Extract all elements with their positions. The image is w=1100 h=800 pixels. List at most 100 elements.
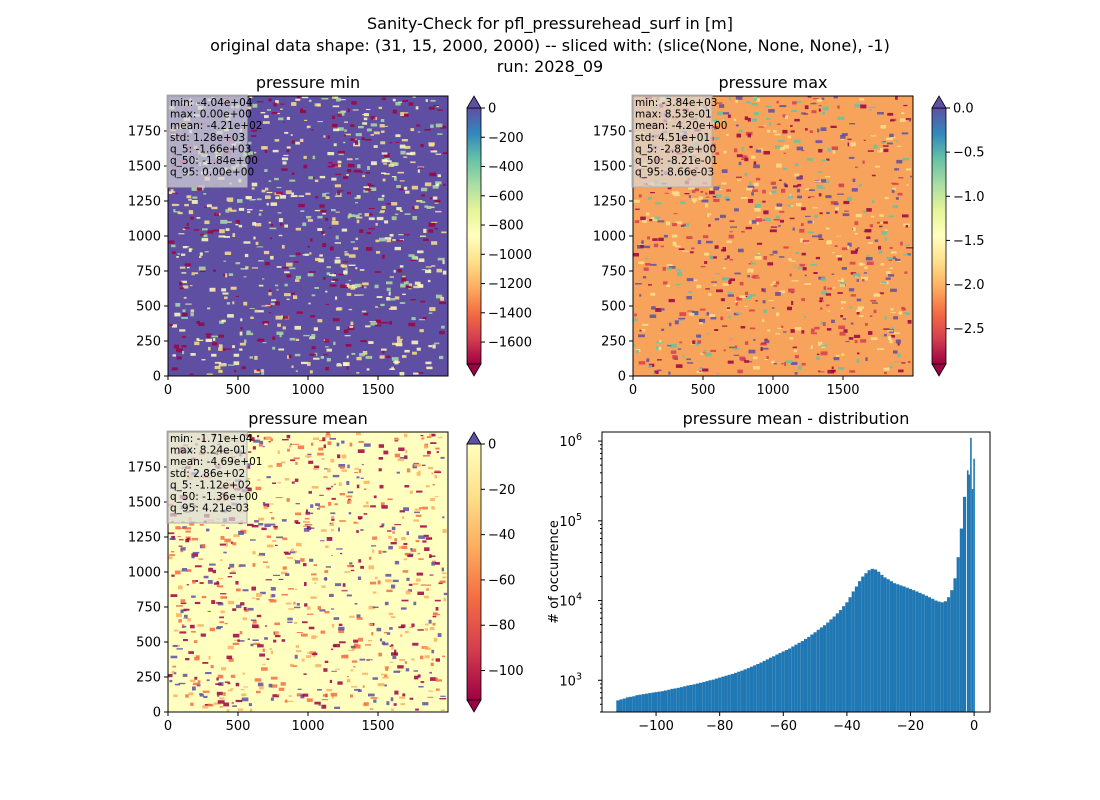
heatmap-cell bbox=[257, 682, 264, 687]
heatmap-cell bbox=[895, 140, 899, 142]
heatmap-cell bbox=[425, 361, 432, 365]
heatmap-cell bbox=[356, 372, 360, 374]
histogram-bar bbox=[641, 694, 645, 712]
heatmap-cell bbox=[887, 142, 893, 145]
heatmap-cell bbox=[803, 316, 806, 318]
heatmap-cell bbox=[746, 187, 753, 191]
heatmap-cell bbox=[849, 306, 853, 309]
heatmap-cell bbox=[717, 111, 723, 116]
histogram-bar bbox=[880, 574, 884, 712]
heatmap-cell bbox=[714, 119, 719, 123]
heatmap-cell bbox=[307, 219, 313, 222]
heatmap-cell bbox=[764, 358, 769, 360]
histogram-bar bbox=[616, 700, 620, 712]
heatmap-cell bbox=[334, 164, 342, 168]
heatmap-cell bbox=[331, 209, 336, 212]
y-tick-label: 500 bbox=[136, 636, 161, 651]
heatmap-cell bbox=[825, 304, 830, 307]
heatmap-cell bbox=[236, 588, 241, 592]
heatmap-cell bbox=[185, 530, 191, 533]
heatmap-cell bbox=[233, 534, 240, 538]
heatmap-cell bbox=[360, 294, 364, 296]
heatmap-cell bbox=[348, 264, 356, 266]
heatmap-cell bbox=[733, 118, 737, 121]
heatmap-cell bbox=[381, 152, 388, 155]
heatmap-cell bbox=[248, 703, 252, 707]
heatmap-cell bbox=[252, 563, 256, 567]
heatmap-cell bbox=[810, 345, 813, 349]
heatmap-cell bbox=[373, 699, 377, 703]
heatmap-cell bbox=[886, 271, 891, 275]
heatmap-cell bbox=[404, 145, 411, 149]
heatmap-cell bbox=[368, 228, 375, 230]
heatmap-cell bbox=[337, 454, 341, 459]
heatmap-cell bbox=[707, 333, 710, 335]
histogram-bar bbox=[921, 594, 925, 712]
heatmap-cell bbox=[790, 109, 798, 112]
heatmap-cell bbox=[275, 196, 279, 200]
heatmap-cell bbox=[801, 252, 806, 256]
heatmap-cell bbox=[391, 366, 394, 370]
heatmap-cell bbox=[339, 493, 345, 496]
heatmap-cell bbox=[389, 321, 392, 325]
stat-line: q_50: -1.36e+00 bbox=[170, 491, 258, 503]
heatmap-cell bbox=[332, 105, 340, 108]
heatmap-cell bbox=[219, 621, 224, 624]
heatmap-cell bbox=[254, 309, 258, 313]
heatmap-cell bbox=[686, 296, 692, 300]
heatmap-cell bbox=[196, 338, 200, 341]
heatmap-cell bbox=[262, 321, 269, 325]
heatmap-cell bbox=[887, 336, 892, 340]
heatmap-cell bbox=[330, 692, 338, 697]
heatmap-cell bbox=[679, 341, 683, 344]
heatmap-cell bbox=[386, 297, 391, 301]
heatmap-cell bbox=[194, 565, 202, 568]
heatmap-cell bbox=[386, 239, 391, 243]
heatmap-cell bbox=[183, 227, 190, 229]
heatmap-cell bbox=[880, 263, 885, 266]
x-tick-label: 1500 bbox=[361, 383, 394, 398]
heatmap-cell bbox=[216, 580, 219, 584]
heatmap-cell bbox=[635, 350, 640, 353]
heatmap-cell bbox=[428, 345, 433, 348]
heatmap-cell bbox=[443, 597, 446, 602]
heatmap-cell bbox=[333, 341, 336, 345]
heatmap-cell bbox=[306, 509, 308, 513]
heatmap-cell bbox=[378, 550, 382, 554]
heatmap-cell bbox=[871, 215, 875, 218]
heatmap-cell bbox=[414, 675, 419, 680]
heatmap-cell bbox=[173, 209, 176, 212]
heatmap-cell bbox=[808, 189, 815, 191]
heatmap-cell bbox=[887, 112, 894, 116]
histogram-bar bbox=[973, 458, 975, 712]
heatmap-cell bbox=[657, 220, 665, 223]
heatmap-cell bbox=[419, 329, 424, 333]
heatmap-cell bbox=[341, 454, 347, 459]
heatmap-cell bbox=[290, 548, 294, 552]
heatmap-cell bbox=[386, 589, 393, 593]
heatmap-cell bbox=[311, 652, 318, 656]
heatmap-cell bbox=[336, 363, 341, 365]
heatmap-cell bbox=[240, 689, 245, 691]
heatmap-cell bbox=[324, 570, 329, 573]
heatmap-cell bbox=[849, 261, 856, 265]
heatmap-cell bbox=[736, 176, 742, 178]
heatmap-cell bbox=[370, 581, 377, 585]
heatmap-cell bbox=[354, 467, 359, 470]
heatmap-cell bbox=[779, 147, 785, 151]
heatmap-cell bbox=[420, 584, 427, 586]
heatmap-cell bbox=[849, 370, 856, 373]
heatmap-cell bbox=[443, 152, 447, 155]
heatmap-cell bbox=[383, 450, 389, 455]
heatmap-cell bbox=[646, 358, 650, 362]
heatmap-cell bbox=[381, 348, 387, 351]
heatmap-cell bbox=[308, 271, 316, 273]
heatmap-cell bbox=[901, 132, 909, 135]
heatmap-cell bbox=[749, 145, 753, 149]
heatmap-cell bbox=[705, 196, 710, 198]
heatmap-cell bbox=[416, 572, 423, 576]
heatmap-cell bbox=[643, 267, 649, 271]
heatmap-cell bbox=[425, 269, 432, 274]
heatmap-cell bbox=[432, 612, 438, 616]
